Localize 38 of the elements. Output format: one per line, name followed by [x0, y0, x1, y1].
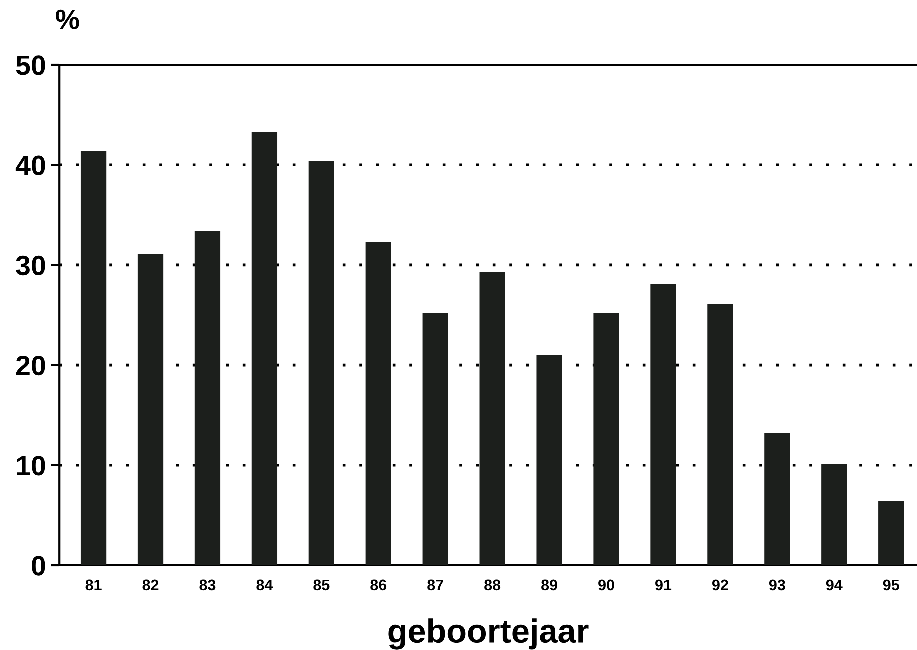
bar: [252, 132, 278, 566]
x-tick-label: 84: [256, 580, 274, 591]
bar: [594, 313, 620, 566]
x-axis-title: geboortejaar: [388, 618, 589, 650]
bar: [650, 284, 676, 566]
bar: [480, 272, 506, 566]
bar: [80, 151, 107, 566]
bar: [822, 464, 848, 566]
x-tick-label: 86: [370, 580, 387, 591]
bar: [878, 501, 904, 566]
x-tick-label: 90: [598, 580, 614, 591]
bar: [138, 254, 164, 566]
x-tick-label: 87: [428, 580, 444, 591]
x-tick-label: 94: [826, 580, 843, 591]
x-tick-label: 82: [142, 580, 159, 591]
x-tick-label: 95: [883, 580, 900, 591]
bar: [536, 355, 562, 566]
bar: [308, 161, 334, 566]
y-tick-label: 0: [32, 556, 46, 576]
y-tick-label: 50: [16, 56, 46, 76]
bar: [764, 433, 790, 566]
y-tick-label: 10: [17, 456, 46, 476]
bar: [194, 231, 221, 566]
x-tick-label: 89: [542, 580, 558, 591]
x-tick-label: 88: [484, 580, 501, 591]
y-tick-label: 30: [16, 256, 46, 276]
x-tick-label: 92: [712, 580, 728, 591]
x-tick-label: 81: [86, 580, 102, 591]
x-tick-label: 85: [314, 580, 330, 591]
x-tick-label: 83: [200, 580, 216, 591]
y-tick-label: 40: [16, 156, 46, 176]
y-tick-label: 20: [16, 356, 46, 376]
x-tick-label: 93: [769, 580, 786, 591]
bar: [708, 304, 734, 566]
y-axis-title: %: [56, 10, 80, 30]
bar: [366, 242, 392, 566]
bar: [422, 313, 448, 566]
x-tick-label: 91: [656, 580, 672, 591]
